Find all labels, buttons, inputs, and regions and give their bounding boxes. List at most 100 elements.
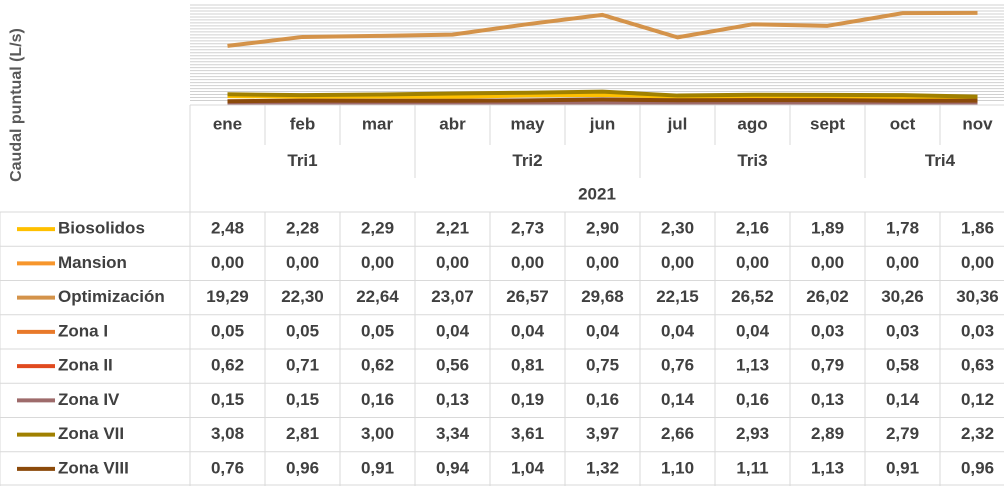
value-label: 1,13	[811, 458, 844, 477]
value-label: 0,00	[811, 253, 844, 272]
group-label: Tri1	[287, 151, 317, 170]
value-label: 26,52	[731, 287, 774, 306]
category-label: may	[510, 114, 545, 133]
value-label: 2,21	[436, 219, 469, 238]
value-label: 22,30	[281, 287, 324, 306]
value-label: 2,30	[661, 219, 694, 238]
value-label: 1,78	[886, 219, 919, 238]
value-label: 0,12	[961, 390, 994, 409]
value-label: 0,75	[586, 356, 619, 375]
value-label: 0,00	[736, 253, 769, 272]
value-label: 0,13	[811, 390, 844, 409]
value-label: 2,93	[736, 424, 769, 443]
value-label: 0,04	[586, 321, 620, 340]
value-label: 0,16	[736, 390, 769, 409]
value-label: 19,29	[206, 287, 249, 306]
value-label: 0,13	[436, 390, 469, 409]
value-label: 0,16	[361, 390, 394, 409]
value-label: 0,03	[961, 321, 994, 340]
value-label: 1,04	[511, 458, 545, 477]
value-label: 3,34	[436, 424, 470, 443]
category-label: feb	[290, 114, 316, 133]
legend-label: Zona IV	[58, 390, 120, 409]
value-label: 0,05	[361, 321, 394, 340]
value-label: 0,15	[211, 390, 244, 409]
legend-label: Optimización	[58, 287, 165, 306]
legend-label: Zona I	[58, 321, 108, 340]
legend-label: Zona VIII	[58, 458, 129, 477]
value-label: 2,79	[886, 424, 919, 443]
value-label: 0,04	[511, 321, 545, 340]
category-label: abr	[439, 114, 466, 133]
value-label: 2,32	[961, 424, 994, 443]
value-label: 22,64	[356, 287, 399, 306]
value-label: 0,96	[286, 458, 319, 477]
category-label: jun	[589, 114, 616, 133]
value-label: 2,90	[586, 219, 619, 238]
value-label: 0,15	[286, 390, 319, 409]
value-label: 2,89	[811, 424, 844, 443]
value-label: 1,86	[961, 219, 994, 238]
value-label: 26,57	[506, 287, 549, 306]
value-label: 0,00	[586, 253, 619, 272]
value-label: 0,14	[661, 390, 695, 409]
value-label: 23,07	[431, 287, 474, 306]
category-label: mar	[362, 114, 394, 133]
value-label: 0,81	[511, 356, 544, 375]
value-label: 0,62	[361, 356, 394, 375]
value-label: 1,10	[661, 458, 694, 477]
value-label: 1,13	[736, 356, 769, 375]
series-line	[227, 97, 978, 104]
category-label: oct	[890, 114, 916, 133]
value-label: 0,96	[961, 458, 994, 477]
value-label: 2,28	[286, 219, 319, 238]
category-label: nov	[962, 114, 993, 133]
value-label: 0,19	[511, 390, 544, 409]
value-label: 0,91	[361, 458, 394, 477]
value-label: 30,36	[956, 287, 999, 306]
category-label: ene	[213, 114, 242, 133]
value-label: 2,48	[211, 219, 244, 238]
value-label: 2,16	[736, 219, 769, 238]
value-label: 0,79	[811, 356, 844, 375]
series-line	[227, 89, 978, 99]
value-label: 0,00	[961, 253, 994, 272]
value-label: 0,62	[211, 356, 244, 375]
value-label: 0,00	[361, 253, 394, 272]
value-label: 0,94	[436, 458, 470, 477]
value-label: 0,04	[736, 321, 770, 340]
value-label: 22,15	[656, 287, 699, 306]
value-label: 3,61	[511, 424, 544, 443]
value-label: 1,32	[586, 458, 619, 477]
value-label: 0,14	[886, 390, 920, 409]
value-label: 1,11	[736, 458, 768, 477]
value-label: 0,04	[436, 321, 470, 340]
value-label: 0,00	[511, 253, 544, 272]
value-label: 0,71	[286, 356, 319, 375]
value-label: 2,73	[511, 219, 544, 238]
value-label: 2,81	[286, 424, 319, 443]
value-label: 30,26	[881, 287, 924, 306]
series-line	[227, 10, 978, 48]
legend-label: Zona II	[58, 356, 113, 375]
value-label: 1,89	[811, 219, 844, 238]
group-label: Tri2	[512, 151, 542, 170]
value-label: 3,00	[361, 424, 394, 443]
value-label: 0,16	[586, 390, 619, 409]
value-label: 0,63	[961, 356, 994, 375]
category-label: jul	[667, 114, 688, 133]
value-label: 0,04	[661, 321, 695, 340]
value-label: 3,08	[211, 424, 244, 443]
group-label: Tri4	[925, 151, 956, 170]
value-label: 0,76	[661, 356, 694, 375]
y-axis-label: Caudal puntual (L/s)	[8, 28, 25, 182]
value-label: 26,02	[806, 287, 849, 306]
value-label: 0,00	[886, 253, 919, 272]
value-label: 0,03	[811, 321, 844, 340]
year-label: 2021	[578, 184, 616, 203]
value-label: 2,66	[661, 424, 694, 443]
legend-label: Mansion	[58, 253, 127, 272]
value-label: 3,97	[586, 424, 619, 443]
value-label: 0,00	[661, 253, 694, 272]
